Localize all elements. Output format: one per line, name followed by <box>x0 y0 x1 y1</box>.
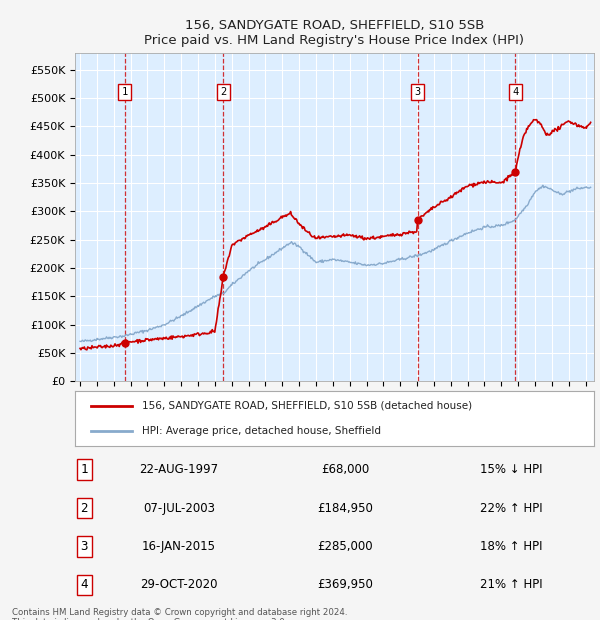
Text: £285,000: £285,000 <box>317 540 373 553</box>
Text: 22% ↑ HPI: 22% ↑ HPI <box>480 502 542 515</box>
Text: £369,950: £369,950 <box>317 578 373 591</box>
Text: 2: 2 <box>220 87 227 97</box>
Text: 3: 3 <box>415 87 421 97</box>
Text: 07-JUL-2003: 07-JUL-2003 <box>143 502 215 515</box>
Text: Contains HM Land Registry data © Crown copyright and database right 2024.
This d: Contains HM Land Registry data © Crown c… <box>12 608 347 620</box>
Text: 22-AUG-1997: 22-AUG-1997 <box>139 463 218 476</box>
Text: 15% ↓ HPI: 15% ↓ HPI <box>480 463 542 476</box>
Text: 16-JAN-2015: 16-JAN-2015 <box>142 540 216 553</box>
Title: 156, SANDYGATE ROAD, SHEFFIELD, S10 5SB
Price paid vs. HM Land Registry's House : 156, SANDYGATE ROAD, SHEFFIELD, S10 5SB … <box>145 19 524 47</box>
Text: 18% ↑ HPI: 18% ↑ HPI <box>480 540 542 553</box>
Text: £68,000: £68,000 <box>321 463 369 476</box>
Text: 29-OCT-2020: 29-OCT-2020 <box>140 578 218 591</box>
Text: 3: 3 <box>80 540 88 553</box>
Text: 4: 4 <box>80 578 88 591</box>
Text: 2: 2 <box>80 502 88 515</box>
Text: 1: 1 <box>80 463 88 476</box>
Text: 4: 4 <box>512 87 518 97</box>
Text: 156, SANDYGATE ROAD, SHEFFIELD, S10 5SB (detached house): 156, SANDYGATE ROAD, SHEFFIELD, S10 5SB … <box>142 401 473 410</box>
Text: 1: 1 <box>121 87 128 97</box>
Text: £184,950: £184,950 <box>317 502 373 515</box>
Text: 21% ↑ HPI: 21% ↑ HPI <box>480 578 542 591</box>
Text: HPI: Average price, detached house, Sheffield: HPI: Average price, detached house, Shef… <box>142 427 382 436</box>
